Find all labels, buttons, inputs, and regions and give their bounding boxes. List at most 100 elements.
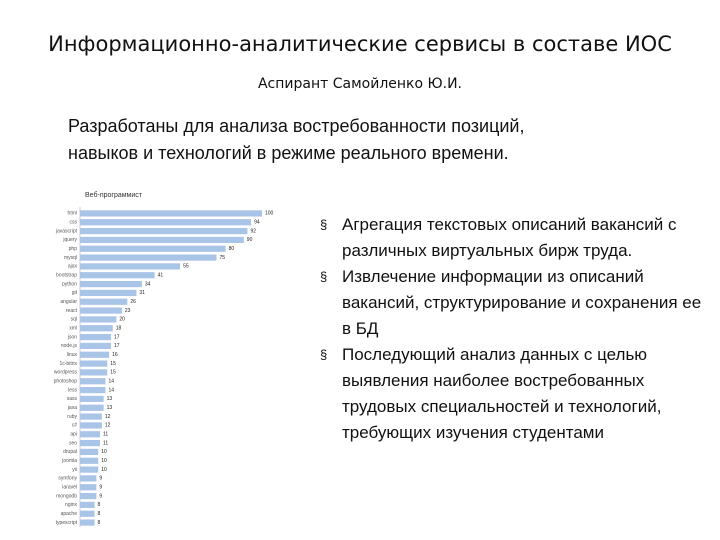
y-tick-label: wordpress [54, 370, 78, 376]
value-label: 20 [119, 317, 125, 323]
bar [80, 298, 128, 305]
slide-title: Информационно-аналитические сервисы в со… [48, 32, 672, 56]
y-tick-label: linux [67, 352, 78, 358]
y-tick-label: drupal [63, 449, 77, 455]
y-tick-label: angular [60, 299, 77, 305]
bar [80, 360, 108, 367]
y-tick-label: 1c-bitrix [59, 361, 77, 367]
bullet: Извлечение информации из описаний ваканс… [318, 264, 708, 342]
y-tick-label: node.js [61, 343, 78, 349]
bar [80, 289, 137, 297]
value-label: 10 [101, 449, 107, 455]
bar [80, 457, 99, 464]
chart-title: Веб-программист [85, 191, 143, 199]
y-tick-label: api [70, 432, 77, 438]
bar [80, 236, 244, 244]
value-label: 9 [99, 476, 102, 482]
value-label: 9 [99, 493, 102, 499]
value-label: 12 [105, 414, 111, 420]
value-label: 11 [103, 440, 108, 446]
y-tick-label: ajax [68, 264, 78, 270]
y-tick-label: java [67, 405, 77, 411]
bar [80, 510, 95, 517]
value-label: 31 [139, 290, 145, 296]
y-tick-label: less [68, 387, 77, 393]
bullet-list: Агрегация текстовых описаний вакансий с … [318, 212, 708, 446]
bar [80, 351, 110, 358]
y-tick-label: bootstrap [56, 273, 77, 279]
value-label: 13 [107, 405, 113, 411]
bar [80, 272, 155, 279]
bar [80, 254, 217, 261]
y-tick-label: ruby [67, 414, 77, 420]
y-tick-label: sass [67, 396, 78, 402]
y-tick-label: html [68, 211, 77, 217]
y-tick-label: python [62, 281, 77, 287]
value-label: 41 [158, 273, 164, 279]
bar [80, 333, 111, 341]
y-tick-label: json [67, 334, 77, 340]
value-label: 15 [110, 370, 116, 376]
value-label: 23 [125, 308, 131, 314]
y-tick-label: joomla [61, 458, 77, 464]
bar [80, 422, 102, 429]
value-label: 9 [99, 485, 102, 491]
bar [80, 484, 97, 491]
value-label: 14 [108, 387, 114, 393]
author: Аспирант Самойленко Ю.И. [257, 76, 462, 92]
y-tick-label: css [70, 220, 78, 226]
value-label: 17 [114, 334, 120, 340]
bar [80, 404, 104, 411]
bar [80, 210, 262, 217]
bar [80, 316, 117, 323]
bar [80, 519, 95, 526]
value-label: 12 [105, 423, 111, 429]
value-label: 55 [183, 264, 189, 270]
value-label: 10 [101, 467, 107, 473]
value-label: 34 [145, 281, 151, 287]
y-tick-label: jquery [62, 237, 77, 243]
value-label: 10 [101, 458, 107, 464]
y-tick-label: nginx [65, 502, 77, 508]
bar [80, 501, 95, 509]
y-tick-label: xml [69, 326, 77, 332]
y-tick-label: mysql [64, 255, 77, 261]
y-tick-label: photoshop [54, 379, 78, 385]
value-label: 8 [98, 511, 101, 517]
bullet: Последующий анализ данных с целью выявле… [318, 342, 708, 446]
bar [80, 378, 106, 385]
value-label: 8 [98, 502, 101, 508]
bar [80, 219, 252, 226]
value-label: 100 [265, 211, 274, 217]
value-label: 13 [107, 396, 113, 402]
bar [80, 263, 181, 270]
value-label: 15 [110, 361, 116, 367]
bar [80, 431, 101, 438]
bar [80, 386, 106, 394]
y-tick-label: sql [71, 317, 77, 323]
bar [80, 307, 122, 314]
value-label: 16 [112, 352, 118, 358]
y-tick-label: apache [61, 511, 78, 517]
intro-line: навыков и технологий в режиме реального … [68, 143, 509, 163]
bar [80, 342, 111, 350]
y-tick-label: react [66, 308, 78, 314]
y-tick-label: symfony [58, 476, 77, 482]
bar [80, 280, 142, 288]
value-label: 80 [229, 246, 235, 252]
value-label: 18 [116, 326, 122, 332]
bar [80, 492, 97, 500]
y-tick-label: javascript [55, 228, 78, 234]
y-tick-label: seo [69, 440, 77, 446]
value-label: 75 [220, 255, 226, 261]
y-tick-label: git [72, 290, 78, 296]
bar [80, 325, 113, 332]
y-tick-label: php [69, 246, 78, 252]
value-label: 8 [98, 520, 101, 526]
bar [80, 413, 102, 420]
bar [80, 395, 104, 403]
bar [80, 245, 226, 252]
bar [80, 448, 99, 456]
